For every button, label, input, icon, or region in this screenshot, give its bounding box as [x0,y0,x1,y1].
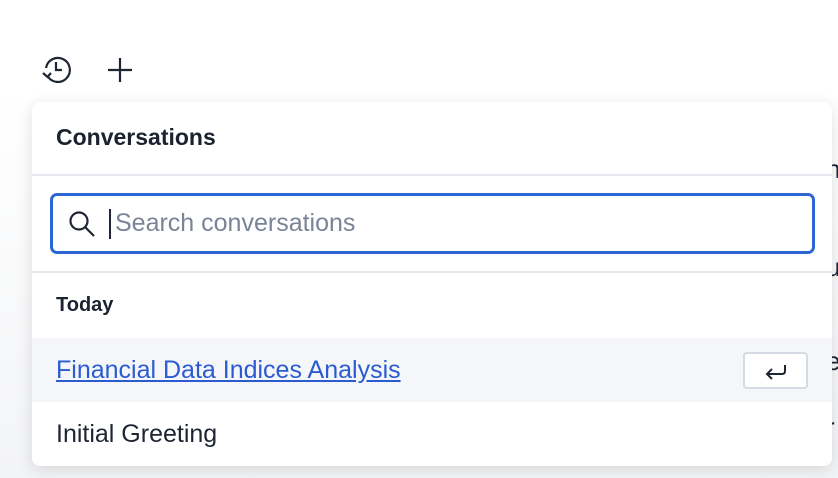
plus-icon [108,58,132,82]
history-button[interactable] [40,54,72,86]
conversations-popup: Conversations Today Financial Data Indic… [32,102,832,466]
popup-title: Conversations [56,124,216,150]
enter-key-hint [743,352,808,389]
section-header-today: Today [56,294,114,316]
divider [32,271,832,273]
search-input[interactable] [113,208,812,239]
enter-key-icon [765,364,786,380]
search-icon [69,210,95,237]
text-caret [109,208,111,239]
new-conversation-button[interactable] [104,54,136,86]
divider [32,174,832,176]
search-box[interactable] [50,193,815,254]
conversation-item[interactable]: Initial Greeting [32,402,832,466]
conversation-item[interactable]: Financial Data Indices Analysis [32,338,832,402]
history-clock-icon [42,56,71,83]
conversation-link[interactable]: Financial Data Indices Analysis [56,355,401,384]
conversation-label: Initial Greeting [56,419,218,448]
